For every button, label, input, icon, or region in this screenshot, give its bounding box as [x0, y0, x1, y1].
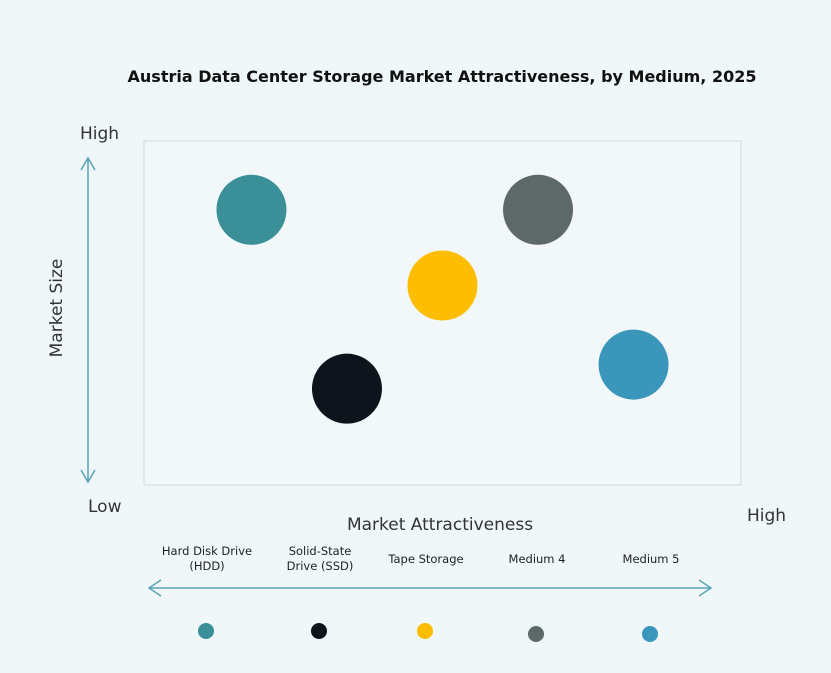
x-axis-label: Market Attractiveness: [347, 515, 533, 535]
legend-marker: [642, 626, 658, 642]
bubble-3: [503, 174, 574, 245]
legend-label: (HDD): [189, 559, 224, 573]
x-high-label: High: [747, 506, 786, 526]
bubble-4: [598, 329, 669, 400]
legend-marker: [311, 623, 327, 639]
chart-title: Austria Data Center Storage Market Attra…: [128, 67, 757, 86]
legend-label: Solid-State: [289, 544, 352, 558]
legend-label: Hard Disk Drive: [162, 544, 252, 558]
legend-arrow: [147, 579, 713, 597]
y-axis-label: Market Size: [47, 259, 67, 358]
legend-marker: [528, 626, 544, 642]
y-high-label: High: [80, 124, 119, 144]
bubble-2: [407, 250, 478, 321]
legend-label: Medium 4: [509, 552, 566, 566]
y-axis-arrow: [80, 156, 96, 484]
legend-label: Drive (SSD): [287, 559, 354, 573]
bubble-1: [311, 353, 382, 424]
x-low-label: Low: [88, 497, 122, 517]
bubbles: [216, 174, 669, 424]
legend-label: Tape Storage: [387, 552, 463, 566]
bubble-0: [216, 174, 287, 245]
legend-marker: [198, 623, 214, 639]
legend-label: Medium 5: [623, 552, 680, 566]
legend-marker: [417, 623, 433, 639]
